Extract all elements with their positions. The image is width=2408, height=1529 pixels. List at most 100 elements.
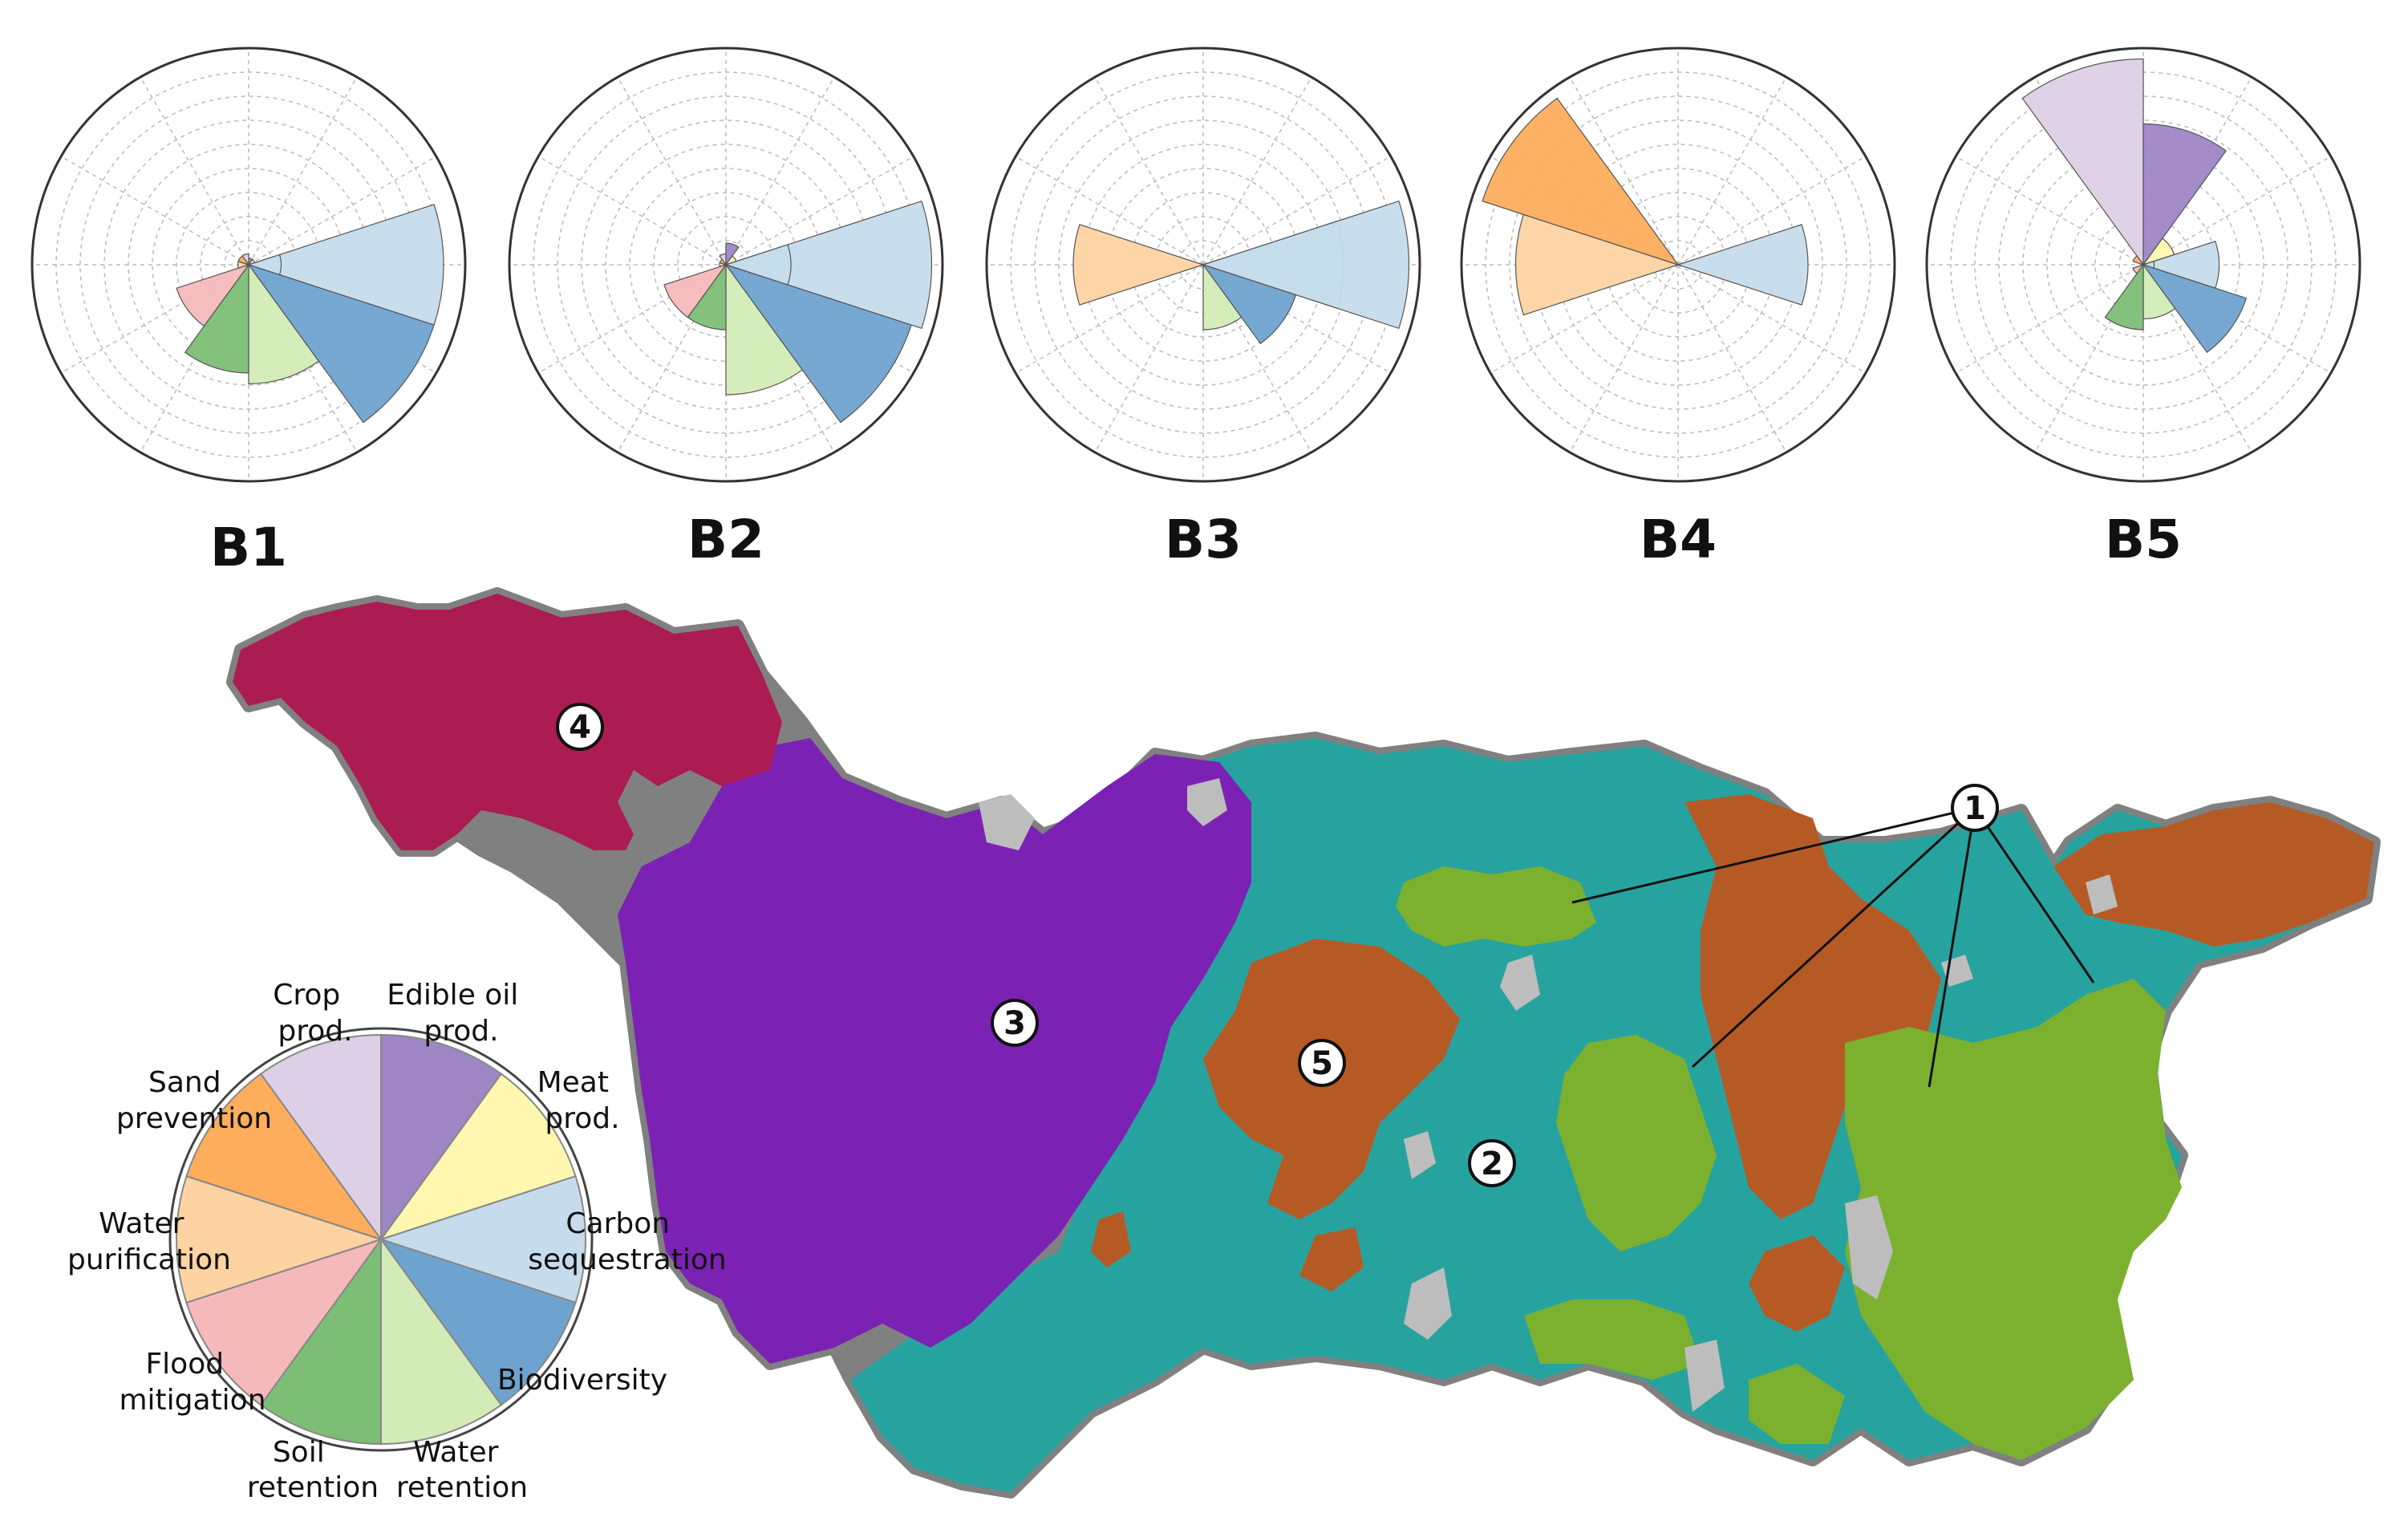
polar-bar	[1072, 224, 1205, 306]
legend-sector-sand	[185, 1073, 383, 1241]
polar-bar	[176, 263, 250, 327]
legend-label-soil-retention: Soil retention	[247, 1436, 379, 1504]
bundle-label-b5: B5	[2105, 509, 2182, 570]
region-number-4: 4	[569, 709, 591, 746]
legend-label-sand: Sand prevention	[116, 1066, 272, 1135]
polar-grid-spoke	[1677, 76, 1787, 266]
region-1-patch-north	[1396, 866, 1596, 947]
region-3-area	[618, 738, 1251, 1364]
polar-grid-spoke	[1015, 264, 1204, 374]
polar-bar	[184, 263, 249, 374]
polar-bar	[2021, 58, 2144, 266]
polar-bar	[1202, 263, 1243, 331]
legend-sector-crop	[259, 1033, 382, 1243]
polar-grid-spoke	[617, 76, 727, 266]
legend-labels: Crop prod. Edible oil prod. Meat prod. C…	[67, 979, 727, 1504]
nodata-patch-7	[1684, 1340, 1725, 1412]
polar-chart-b1	[30, 47, 467, 483]
nodata-patch-1	[979, 794, 1035, 850]
region-1-patch-south	[1524, 1300, 1701, 1380]
polar-bar	[2132, 255, 2145, 266]
legend-label-water-purification: Water purification	[67, 1207, 231, 1276]
polar-grid-spoke	[1569, 264, 1679, 453]
polar-grid-spoke	[1490, 264, 1679, 374]
legend-sector-wpur	[176, 1174, 384, 1304]
legend-label-water-retention: Water retention	[396, 1436, 528, 1504]
polar-grid-spoke	[1677, 264, 1787, 453]
polar-bar	[1514, 213, 1680, 316]
nodata-patch-8	[2086, 874, 2118, 915]
legend-sector-flood	[185, 1238, 383, 1406]
polar-bar	[1676, 224, 1809, 306]
region-number-1: 1	[1964, 790, 1986, 827]
polar-bar	[719, 258, 728, 266]
polar-grid-spoke	[248, 76, 358, 266]
bundle-label-b2: B2	[687, 509, 764, 570]
legend-wheel	[168, 1027, 594, 1452]
polar-grid-spoke	[2142, 156, 2332, 266]
region-1-patch-southeast	[1749, 1364, 1845, 1444]
region-marker-5: 5	[1298, 1039, 1346, 1087]
legend-label-crop: Crop prod.	[273, 979, 352, 1048]
bundle-label-b1: B1	[210, 517, 287, 578]
polar-bar	[237, 255, 250, 266]
legend-sector-bio	[379, 1238, 577, 1406]
region-marker-4: 4	[556, 703, 604, 751]
nodata-patch-3	[1500, 955, 1540, 1011]
legend-sector-soil	[259, 1236, 382, 1446]
legend-sector-wret	[380, 1236, 503, 1446]
legend-label-flood: Flood mitigation	[119, 1348, 266, 1417]
polar-grid-spoke	[1677, 264, 1867, 374]
legend-label-meat: Meat prod.	[537, 1066, 620, 1135]
polar-bar	[248, 263, 320, 385]
polar-chart-b5	[1925, 47, 2361, 483]
polar-chart-b4	[1460, 47, 1896, 483]
polar-bar	[725, 263, 804, 395]
region-number-3: 3	[1003, 1005, 1026, 1042]
region-number-5: 5	[1311, 1045, 1333, 1082]
nodata-patch-2	[1187, 778, 1227, 826]
polar-grid-spoke	[1955, 156, 2144, 266]
polar-bar	[247, 263, 435, 424]
region-5-patch-east	[1684, 794, 1941, 1219]
polar-bar	[1202, 200, 1410, 330]
nodata-patch-6	[1845, 1195, 1893, 1300]
polar-bar	[724, 263, 912, 424]
polar-grid-spoke	[1015, 156, 1204, 266]
polar-grid-spoke	[140, 76, 249, 266]
polar-grid-spoke	[537, 156, 727, 266]
polar-grid-spoke	[60, 156, 249, 266]
region-1-callout-lines	[1571, 806, 2095, 1088]
polar-charts	[30, 47, 2361, 483]
polar-bar	[725, 242, 740, 266]
region-1-patch-central	[1556, 1035, 1717, 1251]
polar-chart-b2	[508, 47, 944, 483]
region-5-patch-small-2	[1091, 1211, 1131, 1267]
polar-bar	[2132, 263, 2145, 274]
legend-sector-meat	[379, 1073, 577, 1241]
polar-bar	[663, 263, 728, 318]
bundle-label-b4: B4	[1640, 509, 1717, 570]
region-4-area	[233, 594, 782, 850]
polar-grid-spoke	[725, 156, 914, 266]
region-5-patch-small-1	[1299, 1227, 1364, 1292]
polar-grid-spoke	[1955, 264, 2144, 374]
region-marker-3: 3	[991, 999, 1039, 1047]
region-1-patch-east	[1845, 979, 2182, 1460]
nodata-patch-5	[1404, 1267, 1452, 1340]
region-5-patch-northeast	[2053, 802, 2374, 947]
legend-label-carbon: Carbon sequestration	[528, 1207, 726, 1276]
yangtze-basin-map: 1 2 3 4 5	[226, 587, 2381, 1499]
polar-grid-spoke	[248, 156, 437, 266]
polar-bar	[2142, 263, 2248, 354]
legend-outer-ring	[168, 1027, 594, 1452]
legend-sector-edible	[380, 1033, 503, 1243]
polar-grid-spoke	[725, 76, 835, 266]
polar-bar	[1482, 97, 1680, 266]
polar-grid-spoke	[1094, 76, 1204, 266]
polar-grid-spoke	[1677, 156, 1867, 266]
polar-grid-spoke	[1094, 264, 1204, 453]
region-5-patch-south	[1749, 1235, 1845, 1332]
polar-grid-spoke	[1202, 156, 1392, 266]
